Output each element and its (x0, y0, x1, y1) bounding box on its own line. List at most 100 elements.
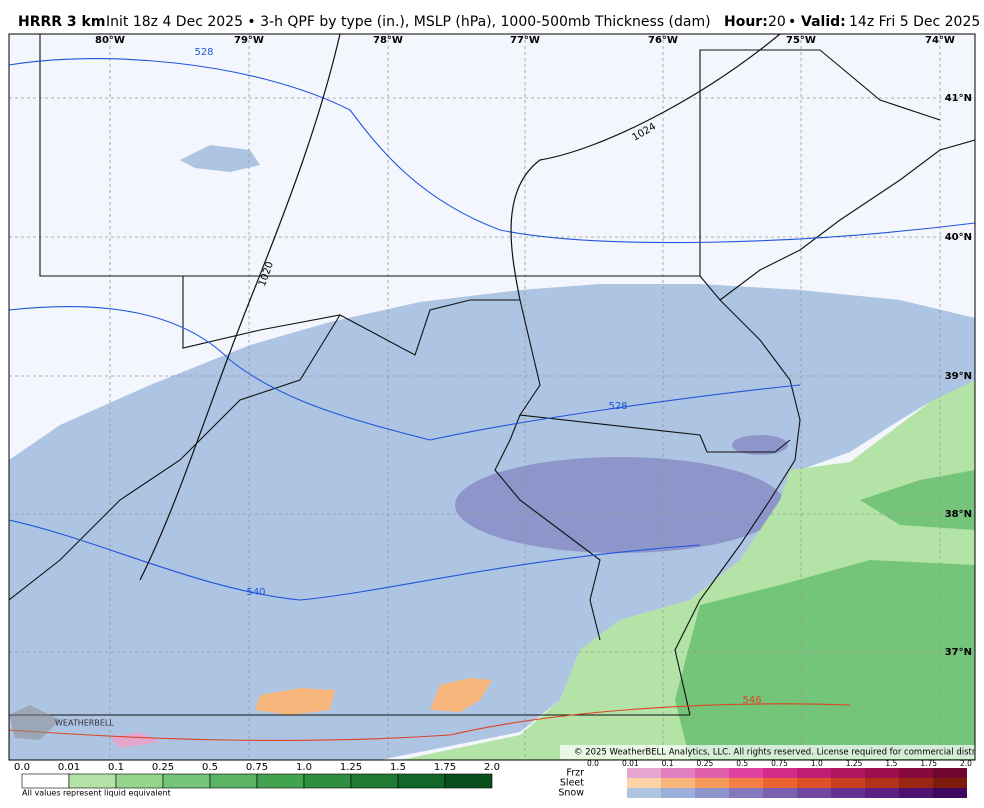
hour: 20 (768, 14, 786, 30)
legend-label: 0.25 (697, 759, 714, 768)
latitude-label: 41°N (945, 93, 972, 104)
legend-swatch (763, 768, 797, 778)
legend-label: 1.25 (846, 759, 863, 768)
legend-swatch (797, 768, 831, 778)
latitude-label: 40°N (945, 232, 972, 243)
legend-label: 1.75 (434, 762, 456, 773)
model-name: HRRR 3 km (18, 14, 105, 30)
thickness-contours (9, 703, 851, 741)
legend-swatch (21, 773, 70, 789)
thickness-label: 546 (742, 695, 761, 706)
longitude-label: 79°W (234, 35, 264, 46)
legend-swatch (933, 768, 967, 778)
legend-type: Frzr (566, 768, 584, 779)
freezing-rain-area (110, 732, 160, 748)
legend-swatch (444, 773, 493, 789)
legend-label: 0.0 (587, 759, 599, 768)
thickness-label: 528 (608, 401, 627, 412)
legend-swatch (661, 768, 695, 778)
legend-swatch (865, 788, 899, 798)
map-description: Init 18z 4 Dec 2025 • 3-h QPF by type (i… (106, 14, 711, 30)
bullet: • (788, 14, 796, 30)
legend-swatch (797, 778, 831, 788)
legend-swatch (661, 778, 695, 788)
isobars (139, 34, 781, 581)
longitude-label: 78°W (373, 35, 403, 46)
legend-label: 0.01 (622, 759, 639, 768)
legend-swatch (899, 778, 933, 788)
legend-label: 0.5 (736, 759, 748, 768)
legend-swatch (899, 788, 933, 798)
legend-swatch (397, 773, 446, 789)
legend: All values represent liquid equivalent (22, 789, 171, 798)
legend-swatch (763, 778, 797, 788)
valid-time: 14z Fri 5 Dec 2025 (849, 14, 980, 30)
legend-swatch (256, 773, 305, 789)
legend-swatch (899, 768, 933, 778)
legend-swatch (627, 768, 661, 778)
rain-moderate-area (675, 560, 975, 760)
sleet-area (430, 678, 492, 712)
legend-swatch (729, 778, 763, 788)
legend-swatch (831, 788, 865, 798)
legend-label: 0.1 (108, 762, 124, 773)
longitude-label: 76°W (648, 35, 678, 46)
heavy-snow-area (732, 435, 788, 455)
legend-label: 2.0 (484, 762, 500, 773)
legend-swatch (162, 773, 211, 789)
legend-swatch (865, 768, 899, 778)
legend-label: 0.0 (14, 762, 30, 773)
legend-label: 1.0 (296, 762, 312, 773)
longitude-label: 80°W (95, 35, 125, 46)
legend-note: All values represent liquid equivalent (22, 789, 171, 798)
legend-label: 2.0 (960, 759, 972, 768)
legend-label: 1.75 (920, 759, 937, 768)
logo-mark (9, 705, 60, 740)
legend-swatch (695, 778, 729, 788)
legend-swatch (627, 778, 661, 788)
map: WEATHERBELL © 2025 WeatherBELL Analytics… (8, 33, 984, 761)
legend-swatch (729, 768, 763, 778)
latitude-label: 39°N (945, 371, 972, 382)
legend-swatch (933, 788, 967, 798)
copyright: © 2025 WeatherBELL Analytics, LLC. All r… (574, 748, 984, 758)
logo: WEATHERBELL (55, 719, 114, 728)
legend-swatch (797, 788, 831, 798)
longitude-label: 74°W (925, 35, 955, 46)
legend-swatch (209, 773, 258, 789)
legend-swatch (933, 778, 967, 788)
legend-swatch (831, 778, 865, 788)
map-frame (8, 33, 976, 761)
rain-moderate-area (860, 470, 975, 530)
snow-area (180, 145, 260, 172)
legend-label: 1.5 (885, 759, 897, 768)
latitude-label: 37°N (945, 647, 972, 658)
valid-label: Valid: (801, 14, 846, 30)
legend-swatch (303, 773, 352, 789)
legend-label: 0.01 (58, 762, 80, 773)
legend-swatch (627, 788, 661, 798)
copyright-backdrop (560, 745, 975, 759)
legend-label: 0.75 (771, 759, 788, 768)
sleet-area (255, 688, 335, 715)
legend-label: 0.5 (202, 762, 218, 773)
legend-label: 0.1 (662, 759, 674, 768)
legend-swatch (695, 788, 729, 798)
thickness-label: 528 (194, 47, 213, 58)
thickness-label: 540 (246, 587, 265, 598)
legend-swatch (68, 773, 117, 789)
longitude-label: 75°W (786, 35, 816, 46)
legend-swatch (661, 788, 695, 798)
legend-swatch (695, 768, 729, 778)
hour-label: Hour: (724, 14, 768, 30)
legend-swatch (350, 773, 399, 789)
legend-label: 0.75 (246, 762, 268, 773)
longitude-label: 77°W (510, 35, 540, 46)
thickness-contours (9, 58, 975, 601)
heavy-snow-area (455, 457, 785, 553)
legend-label: 1.0 (811, 759, 823, 768)
legend-label: 1.25 (340, 762, 362, 773)
legend-swatch (865, 778, 899, 788)
legend-swatch (115, 773, 164, 789)
